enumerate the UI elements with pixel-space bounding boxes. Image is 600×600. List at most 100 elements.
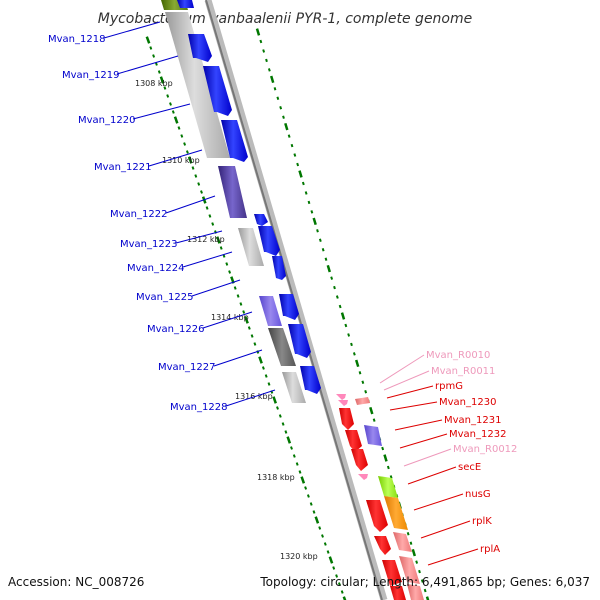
scale-tick	[169, 102, 172, 106]
gene-label-mvan-1218[interactable]: Mvan_1218	[48, 34, 105, 45]
leader-line	[182, 251, 233, 268]
scale-tick	[233, 286, 237, 290]
scale-tick	[208, 214, 212, 218]
scale-tick	[255, 28, 261, 36]
scale-tick	[250, 334, 254, 338]
scale-tick	[278, 414, 282, 418]
scale-tick	[304, 486, 308, 490]
gene-label-nusg[interactable]: nusG	[465, 489, 491, 500]
leader-line	[394, 419, 443, 431]
scale-tick	[225, 262, 229, 266]
feature-nusg-block	[384, 496, 408, 530]
gene-label-mvan-1225[interactable]: Mvan_1225	[136, 292, 193, 303]
scale-tick	[361, 380, 365, 384]
scale-tick	[211, 222, 215, 226]
scale-tick	[187, 156, 193, 164]
scale-tick	[194, 174, 198, 178]
scale-tick	[309, 502, 313, 506]
gene-label-mvan-1226[interactable]: Mvan_1226	[147, 324, 204, 335]
scale-tick	[358, 371, 362, 375]
scale-tick	[258, 356, 263, 364]
scale-tick	[244, 316, 249, 324]
feature-rpla-block	[399, 556, 420, 584]
scale-tick	[411, 548, 416, 557]
gene-label-mvan-1220[interactable]: Mvan_1220	[78, 115, 135, 126]
scale-tick	[205, 206, 209, 210]
feature-bottom-block-2	[407, 584, 424, 600]
scale-tick	[415, 560, 419, 564]
gene-label-mvan-r0012[interactable]: Mvan_R0012	[453, 444, 517, 455]
scale-tick	[228, 270, 232, 274]
scale-tick	[273, 87, 277, 91]
scale-tick	[333, 285, 336, 290]
scale-tick	[281, 422, 285, 426]
feature-mvan-1227-left	[268, 328, 296, 366]
scale-tick	[180, 134, 184, 138]
scale-tick	[316, 229, 319, 233]
gene-label-mvan-1222[interactable]: Mvan_1222	[110, 209, 167, 220]
scale-tick	[149, 46, 153, 50]
scale-tick	[330, 276, 334, 280]
scale-tick	[425, 596, 430, 600]
scale-tick	[314, 516, 320, 524]
gene-label-mvan-1221[interactable]: Mvan_1221	[94, 162, 151, 173]
feature-mvan-1219-left	[165, 12, 230, 158]
leader-line	[165, 195, 216, 214]
gene-label-sece[interactable]: secE	[458, 462, 481, 473]
scale-tick	[296, 162, 300, 167]
feature-mvan-1228-left	[282, 372, 306, 403]
scale-tick	[185, 150, 189, 154]
scale-tick	[259, 39, 263, 44]
feature-sece-block	[378, 476, 398, 498]
scale-tick	[310, 210, 314, 214]
scale-tick	[326, 550, 330, 554]
scale-tick	[383, 454, 388, 462]
gene-label-mvan-1224[interactable]: Mvan_1224	[127, 263, 184, 274]
feature-mvan-r0010	[336, 394, 346, 400]
scale-tick	[191, 166, 195, 170]
feature-mvan-1220-fwd	[203, 66, 232, 116]
gene-label-rpla[interactable]: rplA	[480, 544, 500, 555]
scale-label: 1320 kbp	[280, 552, 318, 561]
scale-tick	[420, 579, 424, 583]
scale-tick	[265, 58, 268, 63]
gene-label-mvan-1219[interactable]: Mvan_1219	[62, 70, 119, 81]
scale-tick	[171, 110, 175, 114]
leader-line	[202, 311, 253, 329]
leader-line	[407, 466, 457, 485]
feature-mvan-1230	[339, 408, 354, 430]
gene-label-mvan-r0010[interactable]: Mvan_R0010	[426, 350, 490, 361]
gene-label-mvan-1230[interactable]: Mvan_1230	[439, 397, 496, 408]
feature-rplk	[374, 536, 391, 555]
leader-line	[103, 21, 161, 39]
gene-label-mvan-1228[interactable]: Mvan_1228	[170, 402, 227, 413]
scale-tick	[272, 396, 277, 404]
gene-label-rplk[interactable]: rplK	[472, 516, 492, 527]
gene-label-mvan-1231[interactable]: Mvan_1231	[444, 415, 501, 426]
scale-tick	[292, 454, 296, 458]
gene-label-mvan-1227[interactable]: Mvan_1227	[158, 362, 215, 373]
scale-tick	[242, 310, 246, 314]
left-gene-labels: Mvan_1218 Mvan_1219 Mvan_1220 Mvan_1221 …	[48, 21, 276, 413]
scale-tick	[157, 70, 161, 74]
feature-mvan-1221-left	[218, 166, 247, 218]
scale-tick	[262, 49, 266, 53]
feature-mvan-1223-fwd	[258, 226, 280, 256]
scale-ticks-inner	[145, 36, 347, 600]
gene-label-rpmg[interactable]: rpmG	[435, 381, 463, 392]
feature-mvan-1232	[351, 449, 368, 471]
scale-tick	[159, 76, 165, 84]
gene-label-mvan-r0011[interactable]: Mvan_R0011	[431, 366, 495, 377]
scale-tick	[332, 566, 336, 570]
scale-tick	[290, 143, 294, 148]
feature-mvan-1219-fwd	[188, 34, 212, 62]
genome-backbone	[204, 0, 388, 600]
gene-label-mvan-1223[interactable]: Mvan_1223	[120, 239, 177, 250]
scale-tick	[282, 115, 285, 119]
scale-tick	[389, 475, 393, 479]
scale-tick	[154, 62, 158, 66]
gene-label-mvan-1232[interactable]: Mvan_1232	[449, 429, 506, 440]
leader-line	[413, 493, 464, 511]
scale-tick	[350, 342, 353, 347]
scale-tick	[323, 542, 327, 546]
